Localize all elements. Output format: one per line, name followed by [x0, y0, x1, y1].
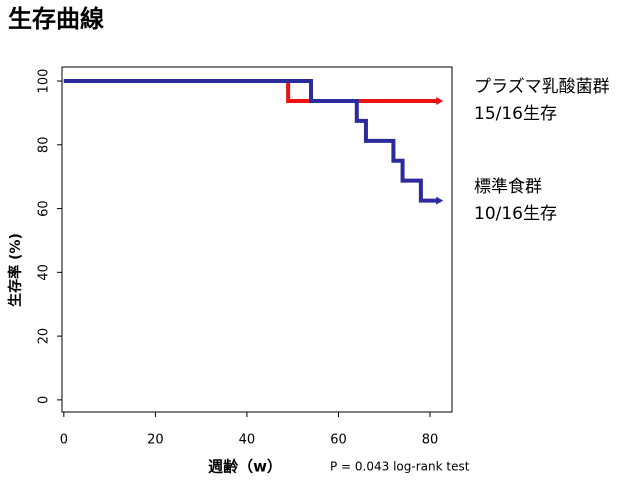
x-tick-label: 60 — [330, 433, 347, 448]
end-marker — [436, 196, 444, 205]
legend-note: 15/16生存 — [474, 104, 557, 124]
survival-line — [63, 79, 440, 203]
plot-frame — [61, 66, 453, 413]
x-tick-label: 20 — [147, 433, 164, 448]
annotation: P = 0.043 log-rank test — [330, 460, 470, 474]
x-tick-label: 40 — [239, 433, 256, 448]
y-tick-label: 60 — [37, 200, 52, 217]
x-tick-label: 0 — [60, 433, 68, 448]
y-tick-label: 40 — [37, 264, 52, 281]
y-tick-label: 80 — [37, 137, 52, 154]
y-axis-label: 生存率 (%) — [7, 233, 24, 307]
chart-title: 生存曲線 — [8, 5, 104, 33]
y-tick-label: 100 — [37, 69, 52, 94]
y-tick-label: 20 — [37, 328, 52, 345]
x-axis-label: 週齢（w） — [208, 458, 282, 476]
legend-label: 標準食群 — [474, 177, 542, 197]
survival-line — [63, 79, 440, 103]
y-tick-label: 0 — [37, 396, 52, 404]
legend-note: 10/16生存 — [474, 204, 557, 224]
legend-label: プラズマ乳酸菌群 — [474, 77, 610, 97]
end-marker — [436, 96, 444, 105]
x-tick-label: 80 — [422, 433, 439, 448]
